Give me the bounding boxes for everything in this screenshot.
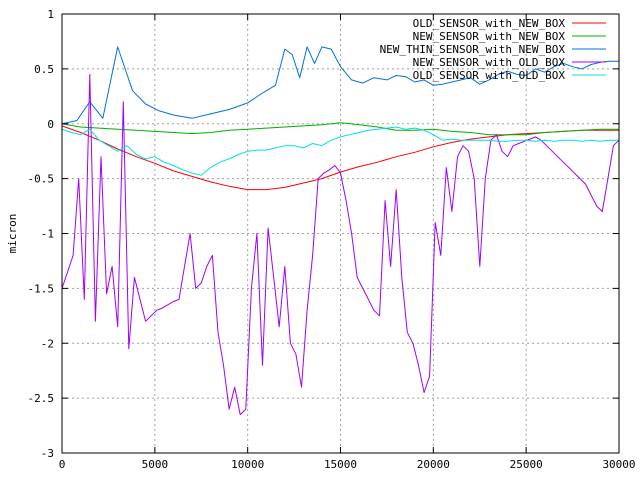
y-tick-label: 0 <box>47 118 54 131</box>
series-line-1 <box>61 125 619 191</box>
x-tick-label: 25000 <box>510 458 543 471</box>
legend-label: NEW_SENSOR_with_OLD_BOX <box>413 56 566 69</box>
x-tick-label: 20000 <box>417 458 450 471</box>
legend: OLD_SENSOR_with_NEW_BOXNEW_SENSOR_with_N… <box>380 17 606 82</box>
y-tick-label: 0.5 <box>34 63 54 76</box>
y-tick-label: -1.5 <box>28 282 55 295</box>
x-tick-label: 10000 <box>231 458 264 471</box>
legend-label: NEW_THIN_SENSOR_with_NEW_BOX <box>380 43 566 56</box>
x-tick-label: 30000 <box>602 458 635 471</box>
series-line-5 <box>61 126 619 176</box>
series-line-3 <box>61 46 619 125</box>
y-axis: -3 -2.5 -2 -1.5 -1 -0.5 0 0.5 1 <box>28 8 619 460</box>
x-tick-label: 5000 <box>142 458 169 471</box>
y-tick-label: -1 <box>41 228 54 241</box>
y-tick-label: -2.5 <box>28 392 55 405</box>
y-axis-label: micron <box>6 214 19 254</box>
x-tick-label: 0 <box>59 458 66 471</box>
y-tick-label: -3 <box>41 447 54 460</box>
series-layer <box>61 46 620 416</box>
x-axis: 0 5000 10000 15000 20000 25000 30000 <box>59 14 636 471</box>
grid-lines <box>62 14 619 453</box>
legend-label: OLD_SENSOR_with_NEW_BOX <box>413 17 566 30</box>
x-tick-label: 15000 <box>324 458 357 471</box>
y-tick-label: -2 <box>41 337 54 350</box>
legend-label: OLD_SENSOR_with_OLD_BOX <box>413 69 566 82</box>
series-line-2 <box>61 122 619 136</box>
legend-label: NEW_SENSOR_with_NEW_BOX <box>413 30 566 43</box>
y-tick-label: 1 <box>47 8 54 21</box>
y-tick-label: -0.5 <box>28 173 55 186</box>
